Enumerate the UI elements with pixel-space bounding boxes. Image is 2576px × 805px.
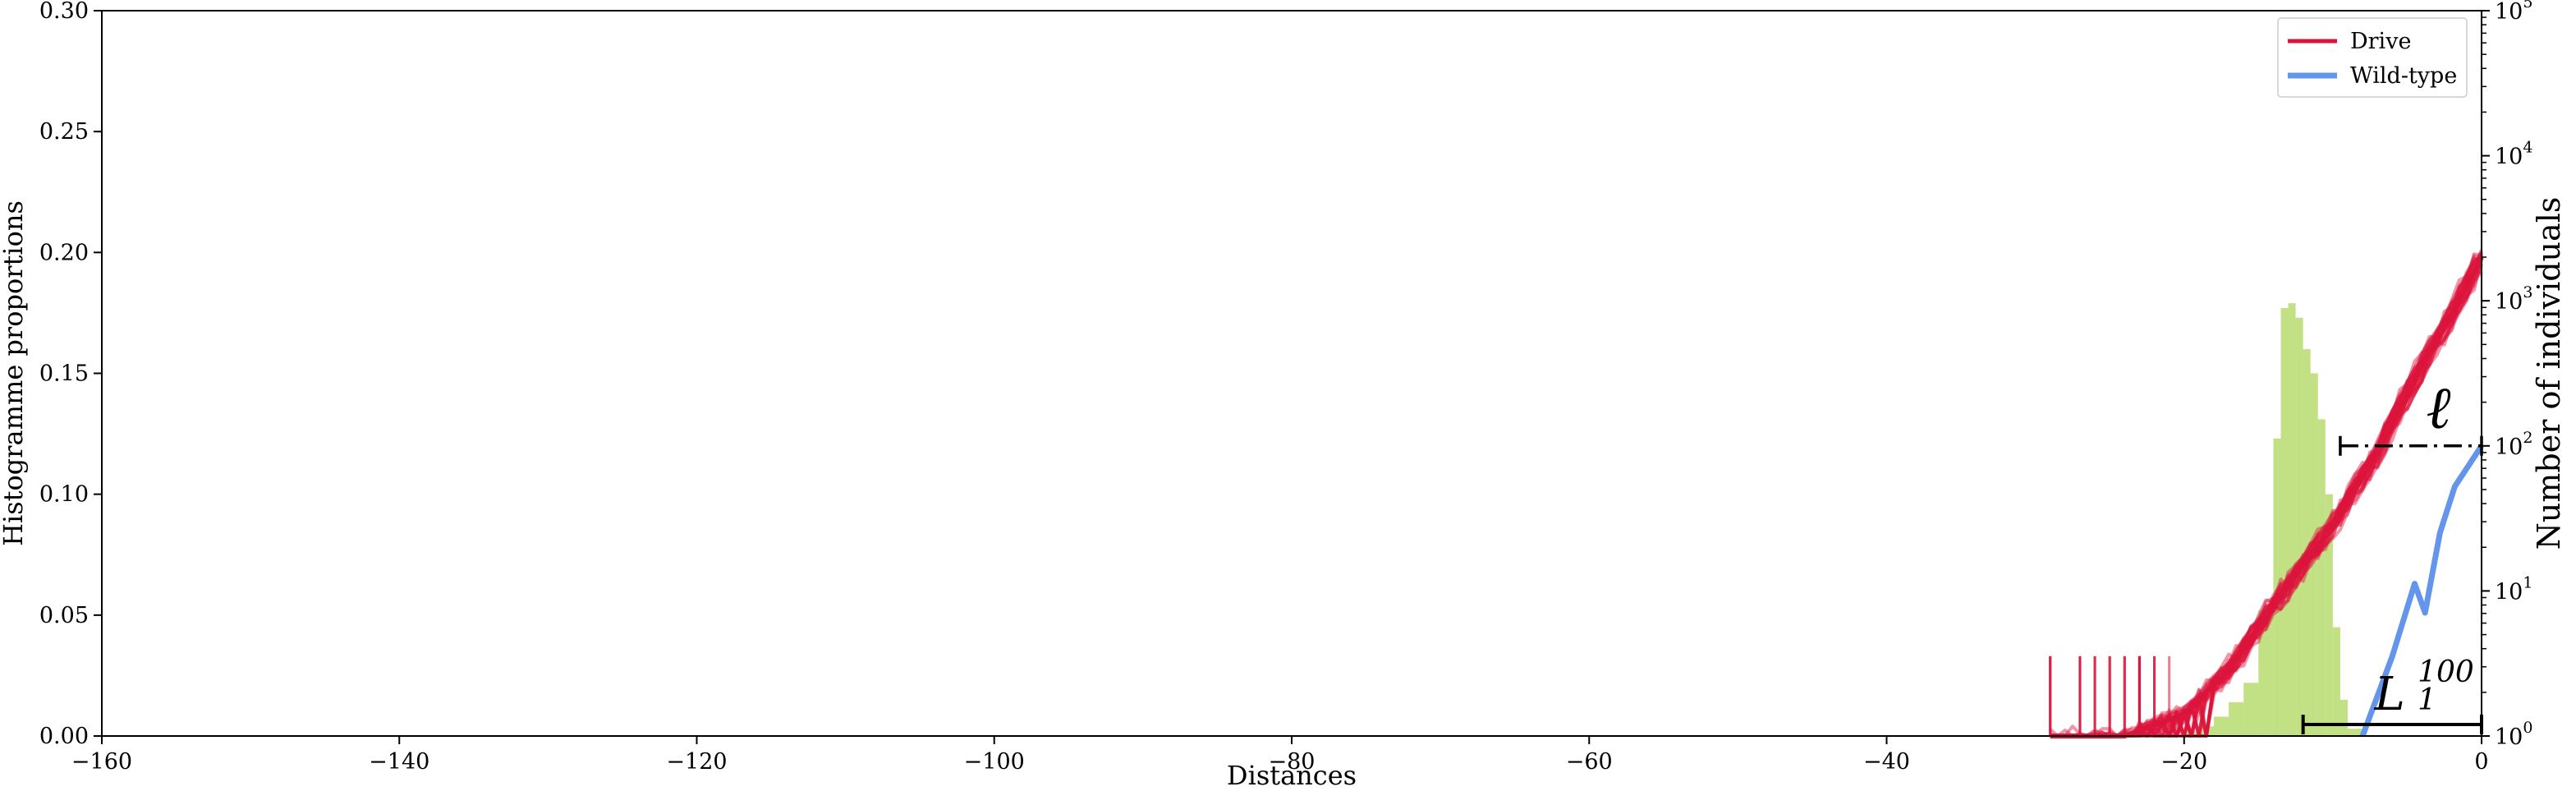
y-axis-ticks-right: 100 101 102 103 104 105 bbox=[2482, 0, 2532, 750]
wild-type-series-layer bbox=[2359, 444, 2484, 738]
drive-line bbox=[2050, 255, 2484, 738]
histogram-bar bbox=[2332, 627, 2340, 736]
histogram-bar bbox=[2243, 683, 2259, 736]
histogram-bar bbox=[2295, 317, 2303, 736]
L-superscript: 100 bbox=[2418, 656, 2474, 689]
histogram-bar bbox=[2325, 494, 2333, 736]
histogram-bar bbox=[2280, 308, 2289, 736]
x-tick-label: −140 bbox=[369, 749, 429, 775]
L-label: L bbox=[2374, 668, 2405, 721]
histogram-bar bbox=[2347, 729, 2363, 736]
y-right-tick-label: 101 bbox=[2495, 573, 2532, 605]
x-tick-label: −160 bbox=[71, 749, 132, 775]
y-tick-label: 0.10 bbox=[39, 482, 89, 508]
x-tick-label: −20 bbox=[2160, 749, 2207, 775]
y-axis-label-right: Number of individuals bbox=[2531, 197, 2567, 550]
y-tick-label: 0.00 bbox=[39, 724, 89, 749]
ell-label: ℓ bbox=[2426, 373, 2450, 442]
y-right-tick-label: 103 bbox=[2495, 283, 2532, 315]
y-right-tick-label: 105 bbox=[2495, 0, 2532, 25]
histogram-bar bbox=[2317, 419, 2326, 736]
histogram-bar bbox=[2258, 610, 2274, 736]
x-tick-label: −80 bbox=[1269, 749, 1316, 775]
y-tick-label: 0.20 bbox=[39, 240, 89, 265]
legend-label-drive: Drive bbox=[2350, 29, 2411, 54]
y-right-tick-label: 104 bbox=[2495, 139, 2532, 170]
histogram-bar bbox=[2288, 303, 2296, 737]
x-tick-label: 0 bbox=[2474, 749, 2488, 775]
y-tick-label: 0.30 bbox=[39, 0, 89, 24]
legend: Drive Wild-type bbox=[2277, 17, 2468, 98]
L-subscript: 1 bbox=[2418, 683, 2436, 717]
histogram-bar bbox=[2213, 716, 2229, 736]
histogram-bar bbox=[2229, 702, 2244, 736]
y-tick-label: 0.25 bbox=[39, 119, 89, 145]
drive-realisation bbox=[2110, 263, 2483, 738]
plot-frame bbox=[101, 10, 2482, 737]
y-axis-label-left: Histogramme proportions bbox=[0, 200, 29, 546]
x-axis-ticks: −160 −140 −120 −100 −80 −60 −40 −20 0 bbox=[71, 736, 2489, 775]
x-tick-label: −100 bbox=[964, 749, 1025, 775]
histogram-bar bbox=[2340, 699, 2348, 736]
histogram-bar bbox=[2273, 438, 2281, 736]
x-tick-label: −60 bbox=[1566, 749, 1613, 775]
drive-realisation bbox=[2109, 257, 2482, 738]
histogram-bar bbox=[2198, 726, 2214, 736]
drive-realisation bbox=[2137, 257, 2482, 738]
y-right-tick-label: 102 bbox=[2495, 429, 2532, 460]
y-tick-label: 0.15 bbox=[39, 361, 89, 387]
wild-type-line bbox=[2359, 444, 2484, 738]
drive-series-layer bbox=[2049, 249, 2484, 738]
x-tick-label: −120 bbox=[666, 749, 727, 775]
drive-realisation bbox=[2049, 249, 2483, 738]
y-axis-ticks-left: 0.00 0.05 0.10 0.15 0.20 0.25 0.30 bbox=[39, 0, 102, 749]
legend-label-wild-type: Wild-type bbox=[2350, 63, 2457, 89]
histogram-bar bbox=[2183, 731, 2199, 736]
y-right-tick-label: 100 bbox=[2495, 719, 2532, 750]
drive-realisation bbox=[2110, 251, 2483, 738]
x-tick-label: −40 bbox=[1863, 749, 1910, 775]
x-axis-label: Distances bbox=[1227, 760, 1357, 791]
drive-realisation bbox=[2124, 270, 2482, 738]
histogram-bar bbox=[2303, 349, 2311, 736]
y-tick-label: 0.05 bbox=[39, 603, 89, 628]
